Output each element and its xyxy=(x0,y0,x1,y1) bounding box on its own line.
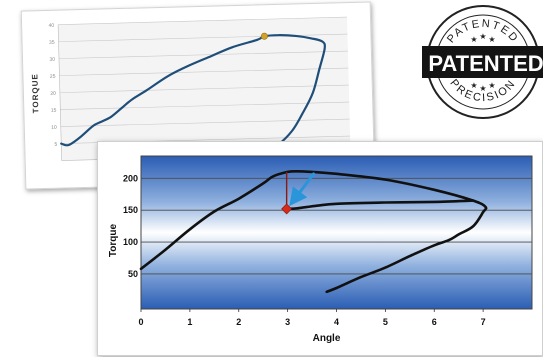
y-tick-label-2: 100 xyxy=(123,237,138,247)
y-tick-label-1: 25 xyxy=(50,74,56,80)
torque-angle-chart: 50 100 150 200 0 1 2 3 4 5 6 7 Angle Torque xyxy=(108,155,533,344)
gridline-1 xyxy=(59,84,349,93)
series-line-2-1 xyxy=(139,169,488,294)
seal-star-top-2: ★ xyxy=(479,32,486,41)
y-tick-label-1: 30 xyxy=(49,57,55,63)
seal-banner xyxy=(422,46,543,78)
gridline-1 xyxy=(60,118,350,127)
x-tick-label-2: 4 xyxy=(334,317,339,327)
highlight-marker-1 xyxy=(260,32,268,40)
x-tick-label-2: 0 xyxy=(138,317,143,327)
x-tick-label-2: 1 xyxy=(187,317,192,327)
y-tick-label-1: 35 xyxy=(49,40,55,46)
torque-angle-chart-card: 50 100 150 200 0 1 2 3 4 5 6 7 Angle Torque xyxy=(97,141,543,356)
gridline-1 xyxy=(58,16,348,25)
gridline-1 xyxy=(59,67,349,76)
y-tick-label-1: 5 xyxy=(54,142,57,148)
seal-star-bottom-2: ★ xyxy=(479,84,486,93)
seal-star-bottom-3: ★ xyxy=(488,81,495,90)
patented-precision-seal: PATENTED PRECISION ★ ★ ★ ★ ★ ★ PATENTED xyxy=(422,5,543,119)
gridline-1 xyxy=(58,50,348,59)
gridline-1 xyxy=(60,101,350,110)
seal-star-bottom-1: ★ xyxy=(470,81,477,90)
seal-star-top-1: ★ xyxy=(470,35,477,44)
x-tick-label-2: 7 xyxy=(481,317,486,327)
seal-star-top-3: ★ xyxy=(488,35,495,44)
callout-arrow xyxy=(289,172,316,207)
y-axis-label-2: Torque xyxy=(108,223,119,257)
y-tick-label-2: 200 xyxy=(123,173,138,183)
y-tick-label-2: 50 xyxy=(128,269,138,279)
y-tick-label-1: 40 xyxy=(48,23,54,29)
y-axis-1 xyxy=(57,24,62,161)
series-line-2-2 xyxy=(285,199,475,211)
y-tick-label-1: 20 xyxy=(50,91,56,97)
x-tick-label-2: 6 xyxy=(432,317,437,327)
x-tick-label-2: 3 xyxy=(285,317,290,327)
y-axis-label-1: TORQUE xyxy=(30,73,40,113)
highlight-marker-2 xyxy=(281,203,293,215)
plot-area-2 xyxy=(140,155,533,310)
x-axis-label-2: Angle xyxy=(313,333,341,344)
y-tick-label-2: 150 xyxy=(123,205,138,215)
x-tick-label-2: 5 xyxy=(383,317,388,327)
y-tick-label-1: 10 xyxy=(51,125,57,131)
y-tick-label-1: 15 xyxy=(51,108,57,114)
seal-banner-text: PATENTED xyxy=(428,51,543,76)
x-tick-label-2: 2 xyxy=(236,317,241,327)
